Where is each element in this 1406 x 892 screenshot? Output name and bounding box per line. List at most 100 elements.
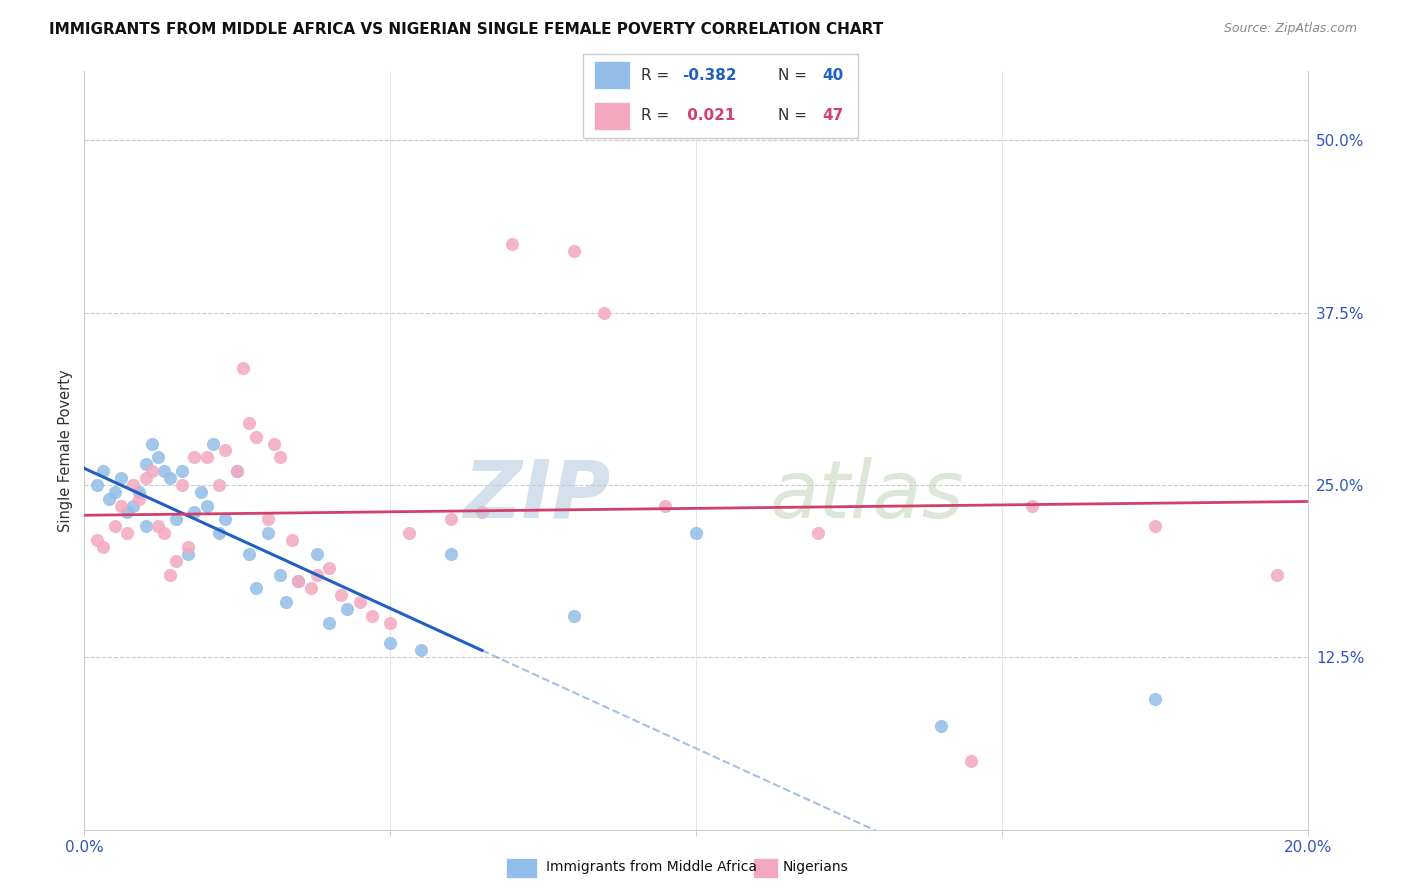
Point xyxy=(214,443,236,458)
Point xyxy=(214,512,236,526)
Point xyxy=(226,464,249,478)
Point xyxy=(159,567,181,582)
Point xyxy=(281,533,304,547)
Text: Source: ZipAtlas.com: Source: ZipAtlas.com xyxy=(1223,22,1357,36)
Point xyxy=(245,582,267,596)
Point xyxy=(110,471,132,485)
Point xyxy=(86,478,108,492)
Point xyxy=(305,547,328,561)
Point xyxy=(562,608,585,623)
Point xyxy=(165,512,187,526)
Point xyxy=(97,491,120,506)
Text: -0.382: -0.382 xyxy=(682,68,737,83)
Point xyxy=(245,430,267,444)
Text: atlas: atlas xyxy=(769,457,965,535)
Point xyxy=(318,560,340,574)
Text: N =: N = xyxy=(778,68,813,83)
Point xyxy=(929,719,952,733)
Point xyxy=(208,526,231,541)
Point xyxy=(141,464,163,478)
Point xyxy=(807,526,830,541)
Text: R =: R = xyxy=(641,108,675,123)
Point xyxy=(110,499,132,513)
Point xyxy=(183,450,205,465)
Point xyxy=(159,471,181,485)
Point xyxy=(177,547,200,561)
Point xyxy=(177,540,200,554)
Point xyxy=(562,244,585,258)
Point xyxy=(201,436,224,450)
Point xyxy=(128,484,150,499)
Point xyxy=(195,499,218,513)
Point xyxy=(257,512,280,526)
Text: ZIP: ZIP xyxy=(463,457,610,535)
Point xyxy=(122,478,145,492)
Point xyxy=(91,464,114,478)
Point xyxy=(165,554,187,568)
Point xyxy=(238,547,260,561)
Point xyxy=(115,526,138,541)
Point xyxy=(299,582,322,596)
Point xyxy=(471,506,494,520)
Point xyxy=(226,464,249,478)
Point xyxy=(654,499,676,513)
Y-axis label: Single Female Poverty: Single Female Poverty xyxy=(58,369,73,532)
Text: R =: R = xyxy=(641,68,675,83)
Point xyxy=(1143,519,1166,533)
Point xyxy=(183,506,205,520)
Point xyxy=(318,615,340,630)
Point xyxy=(135,471,157,485)
Point xyxy=(593,305,616,319)
Point xyxy=(122,499,145,513)
FancyBboxPatch shape xyxy=(583,54,858,138)
Point xyxy=(1021,499,1043,513)
Point xyxy=(269,567,291,582)
Text: 0.021: 0.021 xyxy=(682,108,735,123)
Point xyxy=(86,533,108,547)
Point xyxy=(190,484,212,499)
Text: Nigerians: Nigerians xyxy=(782,861,848,874)
Point xyxy=(172,464,194,478)
Point xyxy=(409,643,432,657)
Point xyxy=(502,236,524,251)
Point xyxy=(172,478,194,492)
Point xyxy=(269,450,291,465)
Point xyxy=(232,360,254,375)
Point xyxy=(115,506,138,520)
Point xyxy=(380,636,402,650)
Point xyxy=(153,526,176,541)
Text: Immigrants from Middle Africa: Immigrants from Middle Africa xyxy=(546,861,756,874)
Point xyxy=(336,602,359,616)
Point xyxy=(195,450,218,465)
Point xyxy=(960,754,983,768)
Point xyxy=(153,464,176,478)
Point xyxy=(349,595,371,609)
Point xyxy=(440,512,463,526)
Point xyxy=(398,526,420,541)
Point xyxy=(1143,691,1166,706)
Point xyxy=(208,478,231,492)
Bar xyxy=(754,858,778,879)
Point xyxy=(305,567,328,582)
Bar xyxy=(595,62,630,89)
Point xyxy=(380,615,402,630)
Point xyxy=(287,574,309,589)
Point xyxy=(263,436,285,450)
Point xyxy=(257,526,280,541)
Point xyxy=(360,608,382,623)
Point xyxy=(104,484,127,499)
Bar xyxy=(595,102,630,130)
Point xyxy=(146,450,169,465)
Point xyxy=(146,519,169,533)
Text: N =: N = xyxy=(778,108,813,123)
Point xyxy=(276,595,298,609)
Text: 40: 40 xyxy=(823,68,844,83)
Point xyxy=(135,519,157,533)
Point xyxy=(1265,567,1288,582)
Point xyxy=(104,519,127,533)
Point xyxy=(238,416,260,430)
Bar xyxy=(506,858,537,879)
Point xyxy=(128,491,150,506)
Point xyxy=(287,574,309,589)
Point xyxy=(91,540,114,554)
